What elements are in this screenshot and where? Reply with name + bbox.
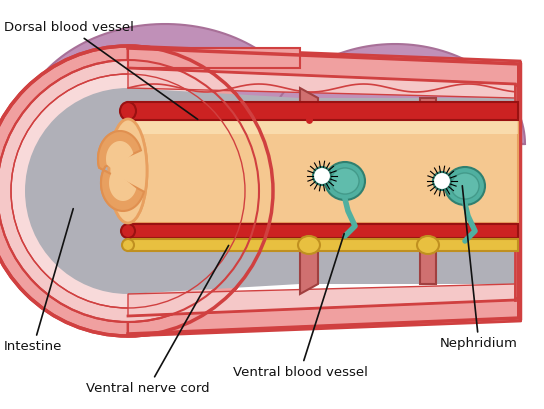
Polygon shape	[128, 48, 520, 86]
Ellipse shape	[325, 162, 365, 200]
Ellipse shape	[451, 173, 479, 199]
Polygon shape	[17, 24, 313, 139]
Ellipse shape	[298, 236, 320, 254]
Polygon shape	[98, 131, 144, 211]
Ellipse shape	[0, 46, 273, 336]
Polygon shape	[420, 98, 436, 284]
Text: Dorsal blood vessel: Dorsal blood vessel	[4, 21, 197, 119]
Text: Ventral blood vessel: Ventral blood vessel	[233, 234, 367, 379]
Ellipse shape	[25, 88, 231, 294]
Polygon shape	[128, 102, 518, 120]
Polygon shape	[128, 68, 515, 98]
Polygon shape	[128, 224, 518, 238]
Ellipse shape	[331, 168, 359, 194]
Polygon shape	[128, 119, 518, 134]
Ellipse shape	[109, 119, 147, 223]
Polygon shape	[128, 239, 518, 251]
Ellipse shape	[0, 60, 259, 322]
Polygon shape	[128, 308, 520, 336]
Ellipse shape	[313, 167, 331, 185]
Ellipse shape	[120, 102, 136, 120]
Ellipse shape	[417, 236, 439, 254]
Polygon shape	[98, 131, 144, 211]
Ellipse shape	[433, 172, 451, 190]
Text: Ventral nerve cord: Ventral nerve cord	[86, 245, 228, 395]
Polygon shape	[106, 141, 137, 201]
Polygon shape	[128, 284, 515, 316]
Ellipse shape	[11, 74, 245, 308]
Polygon shape	[128, 119, 518, 223]
Polygon shape	[128, 48, 300, 68]
Polygon shape	[318, 98, 515, 284]
Text: Intestine: Intestine	[4, 209, 73, 353]
Polygon shape	[265, 44, 525, 144]
Text: Nephridium: Nephridium	[440, 186, 518, 351]
Polygon shape	[128, 46, 520, 76]
Ellipse shape	[109, 119, 147, 223]
Ellipse shape	[122, 239, 134, 251]
Polygon shape	[300, 88, 318, 294]
Ellipse shape	[121, 224, 135, 238]
Ellipse shape	[445, 167, 485, 205]
Polygon shape	[128, 88, 300, 294]
Polygon shape	[128, 298, 520, 334]
Polygon shape	[106, 141, 137, 201]
